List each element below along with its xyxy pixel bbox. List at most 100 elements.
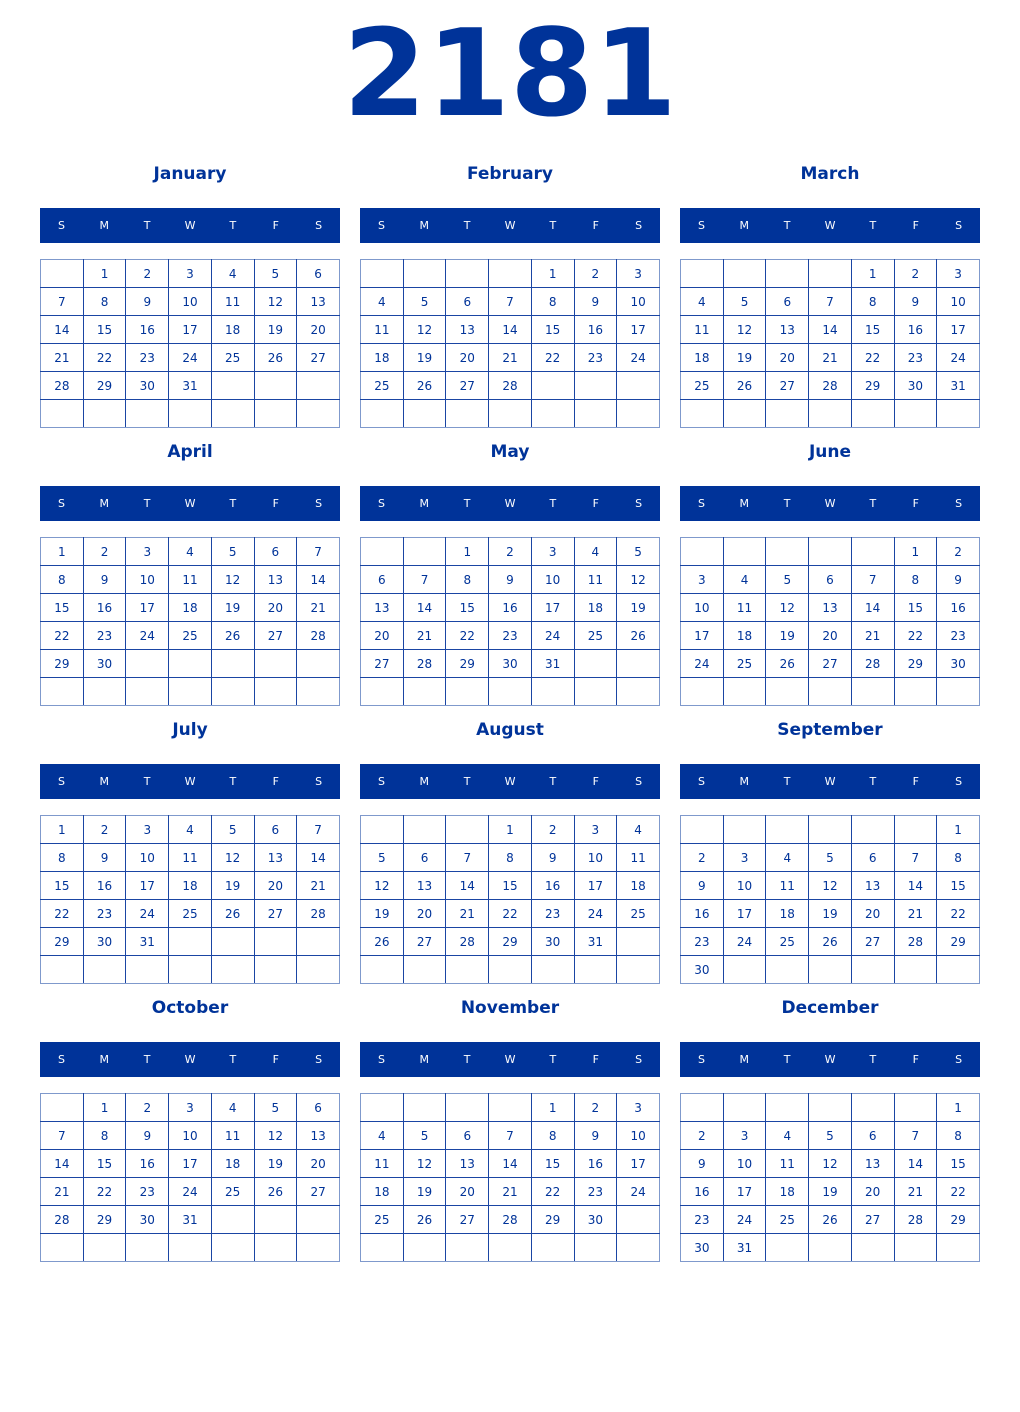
- day-cell: 5: [808, 843, 852, 872]
- week-row: 9 10 11 12 13 14 15: [680, 1149, 980, 1178]
- weekday-label: S: [697, 219, 705, 232]
- weekday-label: S: [377, 497, 385, 510]
- day-cell: 9: [936, 565, 980, 594]
- day-cell: 21: [488, 343, 532, 372]
- day-cell: [573, 677, 618, 706]
- day-cell: [808, 537, 852, 566]
- day-cell: 18: [722, 621, 767, 650]
- week-row: 18 19 20 21 22 23 24: [680, 343, 980, 372]
- day-cell: 17: [936, 315, 980, 344]
- day-cell: 20: [360, 621, 404, 650]
- day-cell: 12: [253, 287, 298, 316]
- week-row: 13 14 15 16 17 18 19: [360, 593, 660, 622]
- week-row: 30 31: [680, 1233, 980, 1262]
- week-row: 22 23 24 25 26 27 28: [40, 899, 340, 928]
- day-cell: 30: [680, 955, 724, 984]
- weekday-label: T: [549, 497, 557, 510]
- day-cell: 5: [253, 1093, 298, 1122]
- day-cell: 10: [168, 1121, 212, 1150]
- weekday-label: W: [824, 775, 836, 788]
- day-cell: 24: [168, 1177, 212, 1206]
- day-cell: 29: [488, 927, 532, 956]
- day-cell: 23: [82, 899, 127, 928]
- day-cell: 5: [360, 843, 404, 872]
- day-cell: 28: [402, 649, 447, 678]
- weekday-label: M: [99, 775, 110, 788]
- day-cell: 20: [296, 1149, 340, 1178]
- day-cell: 7: [40, 287, 84, 316]
- day-cell: 16: [82, 871, 127, 900]
- day-cell: 29: [936, 1205, 980, 1234]
- day-cell: 7: [445, 843, 490, 872]
- day-cell: [616, 1233, 660, 1262]
- weekday-label: F: [592, 1053, 599, 1066]
- day-cell: 19: [402, 1177, 447, 1206]
- day-cell: [893, 1093, 938, 1122]
- day-cell: 2: [125, 1093, 170, 1122]
- day-cell: 23: [488, 621, 532, 650]
- day-cell: [808, 1093, 852, 1122]
- day-cell: [850, 955, 895, 984]
- day-cell: 2: [82, 815, 127, 844]
- day-cell: 17: [722, 899, 767, 928]
- day-cell: 4: [765, 1121, 810, 1150]
- day-cell: 25: [168, 621, 212, 650]
- day-cell: 16: [125, 315, 170, 344]
- day-cell: 18: [168, 871, 212, 900]
- weekday-label: F: [912, 1053, 919, 1066]
- day-cell: 27: [765, 371, 810, 400]
- day-cell: 8: [936, 843, 980, 872]
- day-cell: 30: [125, 371, 170, 400]
- weekday-label: M: [739, 775, 750, 788]
- day-cell: 16: [680, 899, 724, 928]
- weekday-label: M: [739, 1053, 750, 1066]
- day-cell: 18: [765, 899, 810, 928]
- day-cell: 2: [530, 815, 575, 844]
- day-cell: 9: [573, 287, 618, 316]
- day-cell: 10: [722, 871, 767, 900]
- day-cell: [210, 399, 255, 428]
- week-row: 11 12 13 14 15 16 17: [360, 1149, 660, 1178]
- day-cell: [402, 1233, 447, 1262]
- day-cell: 12: [616, 565, 660, 594]
- month-title: October: [151, 998, 229, 1018]
- week-row: 15 16 17 18 19 20 21: [40, 871, 340, 900]
- day-cell: 14: [40, 1149, 84, 1178]
- day-grid: 1 2 3 4 5 6 7 8 9 10 11 12 13 14 15 16 17 18 19 20 21 22 23 24 2…: [360, 259, 660, 428]
- day-cell: 3: [168, 1093, 212, 1122]
- week-row: 19 20 21 22 23 24 25: [360, 899, 660, 928]
- day-cell: 30: [125, 1205, 170, 1234]
- day-cell: 4: [680, 287, 724, 316]
- week-row: 18 19 20 21 22 23 24: [360, 343, 660, 372]
- day-cell: [40, 677, 84, 706]
- day-cell: 2: [488, 537, 532, 566]
- day-cell: 5: [808, 1121, 852, 1150]
- day-cell: 15: [82, 1149, 127, 1178]
- day-cell: 23: [573, 1177, 618, 1206]
- day-cell: 28: [296, 621, 340, 650]
- weekday-label: T: [549, 775, 557, 788]
- weekday-label: F: [272, 219, 279, 232]
- day-cell: 21: [402, 621, 447, 650]
- day-cell: 26: [722, 371, 767, 400]
- day-cell: 1: [40, 815, 84, 844]
- day-cell: 14: [893, 871, 938, 900]
- day-cell: [296, 371, 340, 400]
- day-cell: 1: [936, 1093, 980, 1122]
- day-cell: [360, 399, 404, 428]
- day-cell: [40, 1233, 84, 1262]
- day-cell: [893, 677, 938, 706]
- day-cell: [445, 1093, 490, 1122]
- day-cell: 6: [850, 843, 895, 872]
- day-cell: [530, 955, 575, 984]
- weekday-label: T: [463, 775, 471, 788]
- day-cell: 17: [125, 871, 170, 900]
- weekday-label: T: [869, 219, 877, 232]
- weekday-label: F: [592, 219, 599, 232]
- weekday-label: M: [419, 497, 430, 510]
- week-row: [40, 955, 340, 984]
- week-row: 4 5 6 7 8 9 10: [360, 287, 660, 316]
- day-cell: 15: [488, 871, 532, 900]
